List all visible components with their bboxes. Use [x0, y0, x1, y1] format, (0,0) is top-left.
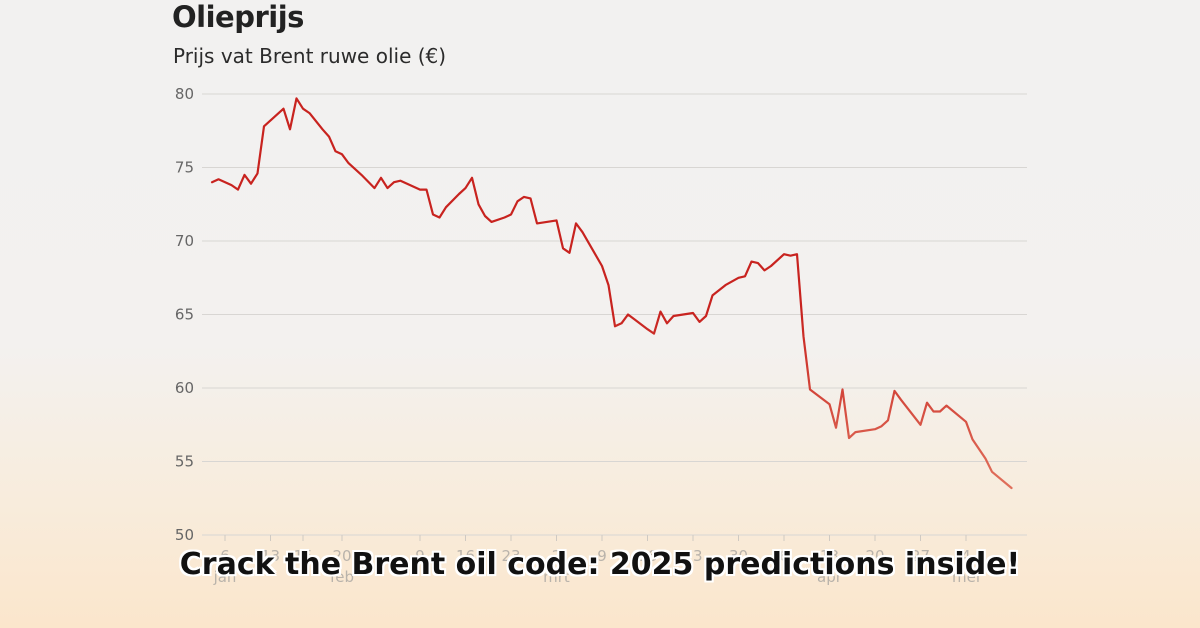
x-tick-label: 23 [683, 547, 702, 565]
x-tick-label: 4 [961, 547, 971, 565]
x-tick-label: 13 [261, 547, 280, 565]
x-tick-label: 15 [293, 547, 312, 565]
x-month-label: jan [213, 568, 237, 586]
x-tick-label: 30 [729, 547, 748, 565]
x-tick-label: 9 [415, 547, 425, 565]
y-tick-label: 55 [175, 453, 194, 471]
x-tick-label: 16 [638, 547, 657, 565]
x-tick-label: 6 [220, 547, 230, 565]
y-tick-label: 50 [175, 526, 194, 544]
grid-lines [202, 93, 1027, 536]
x-tick-label: 6 [779, 547, 789, 565]
y-tick-label: 60 [175, 379, 194, 397]
x-tick-label: 9 [597, 547, 607, 565]
x-month-label: mrt [543, 568, 570, 586]
promo-caption: Crack the Brent oil code: 2025 predictio… [179, 547, 1021, 582]
chart-subtitle: Prijs vat Brent ruwe olie (€) [173, 44, 447, 68]
y-tick-label: 75 [175, 159, 194, 177]
series-layer [210, 97, 1013, 490]
y-tick-label: 70 [175, 232, 194, 250]
x-month-label: apr [817, 568, 843, 586]
x-tick-label: 23 [501, 547, 520, 565]
x-tick-label: 27 [911, 547, 930, 565]
y-tick-label: 80 [175, 85, 194, 103]
x-tick-label: 20 [332, 547, 351, 565]
x-tick-label: 2 [552, 547, 562, 565]
x-axis-ticks: 6 13 15 20 9 16 23 2 9 16 23 30 6 13 20 27 4 jan feb mrt apr… [213, 535, 980, 586]
x-tick-label: 20 [865, 547, 884, 565]
x-month-label: mei [952, 568, 980, 586]
x-tick-label: 16 [456, 547, 475, 565]
y-axis-ticks: 50 55 60 65 70 75 80 [175, 85, 194, 544]
y-tick-label: 65 [175, 306, 194, 324]
x-tick-label: 13 [820, 547, 839, 565]
x-month-label: feb [330, 568, 354, 586]
chart-title: Olieprijs [172, 0, 304, 34]
series-line-0 [210, 97, 1013, 490]
